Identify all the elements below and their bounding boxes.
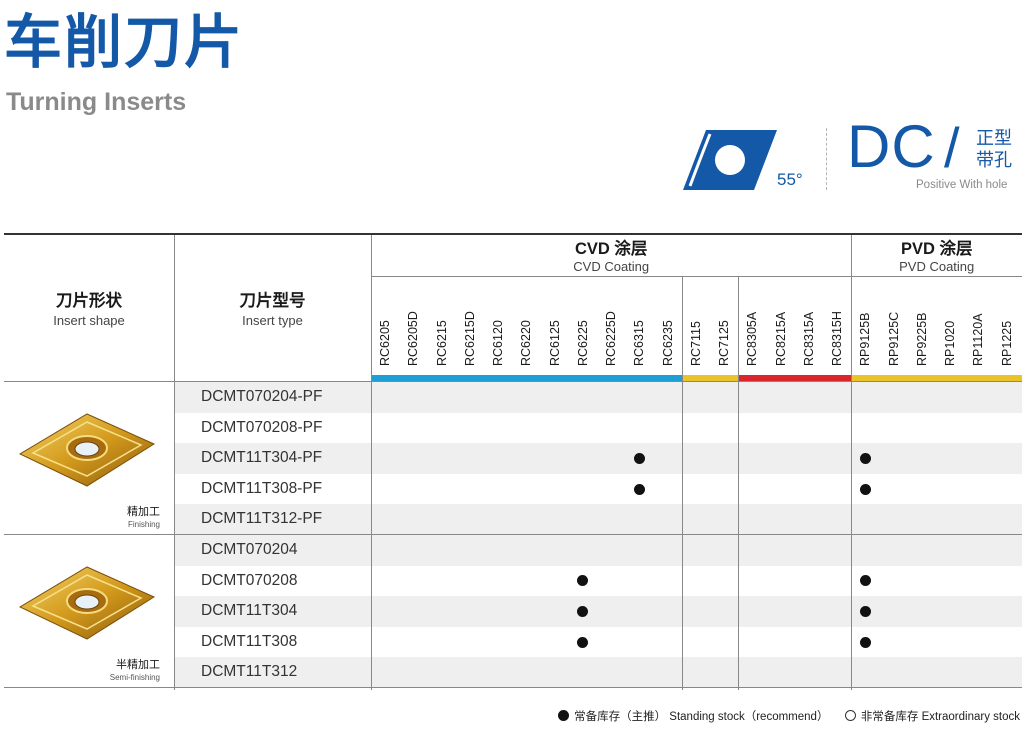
page-title: 车削刀片 xyxy=(4,10,245,75)
insert-type-cell: DCMT11T308-PF xyxy=(201,479,323,497)
operation-label-cn: 精加工 xyxy=(127,506,160,518)
operation-label-cn: 半精加工 xyxy=(116,659,160,671)
row-band xyxy=(174,382,1022,413)
grade-label: RC6215D xyxy=(462,311,477,366)
grade-label: RP1225 xyxy=(999,320,1014,366)
header-cvd-en: CVD Coating xyxy=(573,259,650,274)
header-type-en: Insert type xyxy=(242,313,303,328)
grade-label: RC6215 xyxy=(434,320,449,366)
insert-type-cell: DCMT070204 xyxy=(201,541,298,558)
type-desc-cn-2: 带孔 xyxy=(976,150,1012,170)
col-divider xyxy=(681,277,683,690)
filled-dot-icon xyxy=(558,710,570,721)
hollow-dot-icon xyxy=(844,710,856,721)
grade-label: RP9225B xyxy=(914,312,929,366)
col-divider xyxy=(851,235,853,277)
grade-label: RC8215A xyxy=(773,311,788,366)
grade-label: RC8305A xyxy=(745,311,760,366)
standing-stock-dot xyxy=(633,453,645,464)
operation-label-en: Semi-finishing xyxy=(109,673,160,682)
row-band xyxy=(174,657,1022,688)
standing-stock-dot xyxy=(633,483,645,495)
insert-type-cell: DCMT070208 xyxy=(201,571,298,589)
row-band xyxy=(174,596,1022,627)
angle-label: 55° xyxy=(777,170,803,189)
diamond-insert-icon xyxy=(683,130,777,190)
insert-type-cell: DCMT11T312-PF xyxy=(201,510,323,528)
type-slash: / xyxy=(944,116,960,179)
col-divider xyxy=(371,235,372,690)
grade-label: RC6220 xyxy=(519,320,534,366)
pvd-color-bar xyxy=(851,375,1022,381)
legend-extra-en: Extraordinary stock xyxy=(921,711,1020,723)
header-bottom-line xyxy=(4,381,1022,382)
insert-semi-finishing-photo xyxy=(18,566,156,640)
col-divider xyxy=(174,235,175,690)
col-divider xyxy=(738,277,740,690)
grade-label: RC7115 xyxy=(688,321,703,366)
row-band xyxy=(174,535,1022,566)
cvd-8-color-bar xyxy=(738,375,852,381)
type-desc-en: Positive With hole xyxy=(916,179,1008,191)
insert-type-cell: DCMT11T312 xyxy=(201,663,298,681)
insert-type-code: DC xyxy=(847,113,936,180)
grade-label: RP1020 xyxy=(943,320,958,366)
group-divider xyxy=(4,534,1022,535)
grade-label: RC6225 xyxy=(575,320,590,366)
standing-stock-dot xyxy=(860,636,872,648)
standing-stock-dot xyxy=(860,606,872,617)
grade-label: RC6205D xyxy=(406,311,421,366)
standing-stock-dot xyxy=(577,636,589,648)
standing-stock-dot xyxy=(860,575,872,587)
insert-finishing-photo xyxy=(18,413,156,487)
grade-label: RC7125 xyxy=(717,320,732,366)
legend-standing-en: Standing stock（recommend） xyxy=(669,711,829,723)
legend-standing-cn: 常备库存（主推） xyxy=(574,711,667,723)
coating-header-line xyxy=(371,276,1022,277)
table-top-line xyxy=(4,233,1022,235)
group-divider xyxy=(4,687,1022,688)
legend: 常备库存（主推） Standing stock（recommend） 非常备库存… xyxy=(558,709,1020,725)
grade-label: RC6205 xyxy=(378,320,392,366)
grade-label: RP9125C xyxy=(886,311,901,366)
grade-label: RC8315H xyxy=(830,311,845,366)
header-pvd-cn: PVD 涂层 xyxy=(900,240,973,258)
grade-label: RP1120A xyxy=(971,313,986,366)
insert-type-cell: DCMT070204-PF xyxy=(201,388,323,405)
standing-stock-dot xyxy=(577,575,589,587)
insert-type-cell: DCMT11T308 xyxy=(201,632,298,650)
cvd-7-color-bar xyxy=(681,375,739,381)
header-cvd-cn: CVD 涂层 xyxy=(574,240,648,258)
standing-stock-dot xyxy=(577,606,589,617)
insert-type-cell: DCMT11T304-PF xyxy=(201,449,323,467)
grade-label: RC8315A xyxy=(801,311,816,366)
row-band xyxy=(174,443,1022,474)
standing-stock-dot xyxy=(860,453,872,464)
operation-label-en: Finishing xyxy=(127,520,160,529)
logo-divider xyxy=(826,128,827,190)
grade-label: RC6225D xyxy=(604,311,619,366)
insert-type-cell: DCMT11T304 xyxy=(201,602,298,620)
legend-extra-cn: 非常备库存 xyxy=(860,711,919,723)
cvd-6-color-bar xyxy=(371,375,682,381)
header-type-cn: 刀片型号 xyxy=(239,292,306,310)
grade-label: RC6235 xyxy=(660,320,675,366)
insert-type-cell: DCMT070208-PF xyxy=(201,418,323,436)
grade-label: RC6125 xyxy=(547,320,562,366)
page-subtitle: Turning Inserts xyxy=(6,88,187,116)
grade-label: RC6315 xyxy=(632,320,647,366)
standing-stock-dot xyxy=(860,483,872,495)
header-shape-en: Insert shape xyxy=(53,313,125,328)
col-divider xyxy=(851,277,853,690)
type-desc-cn-1: 正型 xyxy=(976,128,1012,148)
grade-label: RP9125B xyxy=(858,312,873,366)
row-band xyxy=(174,504,1022,535)
header-pvd-en: PVD Coating xyxy=(899,259,975,274)
grade-label: RC6120 xyxy=(491,320,506,366)
header-shape-cn: 刀片形状 xyxy=(56,292,122,310)
